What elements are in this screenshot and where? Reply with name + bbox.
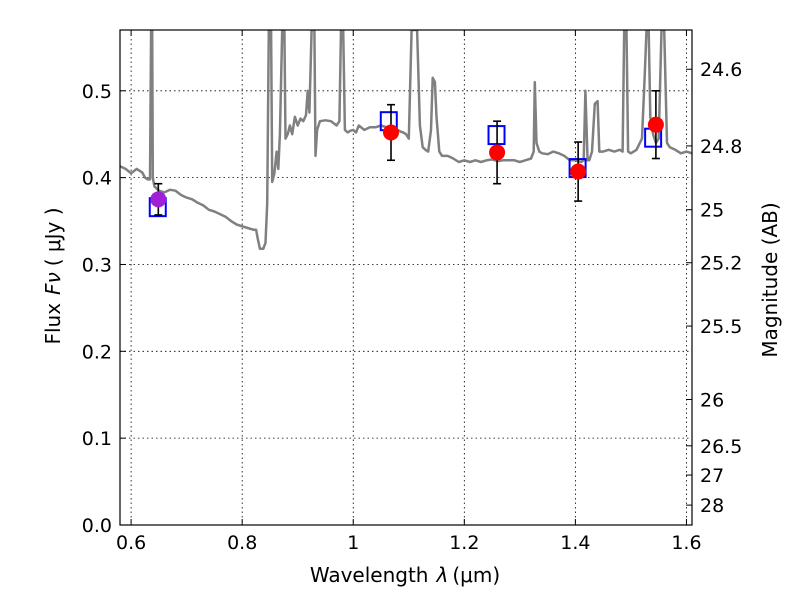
mag-tick-label: 26.5 [700,436,742,458]
mag-tick-label: 25.2 [700,253,742,275]
y-axis-label: FluxFν( μJy ) [41,207,65,344]
y-tick-label: 0.5 [82,81,112,103]
model-spectrum-line [120,30,692,251]
observed-flux-point [489,144,506,161]
plot-frame [119,29,693,526]
y-tick-label: 0.1 [82,428,112,450]
mag-tick-label: 24.6 [700,59,742,81]
mag-tick-label: 24.8 [700,136,742,158]
model-spectrum-layer [120,30,692,251]
y2-axis-label: Magnitude (AB) [758,202,782,357]
observed-flux-point [383,124,400,141]
mag-tick-label: 27 [700,465,724,487]
mag-tick-label: 25 [700,200,724,222]
observed-flux-point [570,163,587,180]
x-tick-label: 1.4 [560,532,590,554]
x-tick-label: 1.6 [671,532,701,554]
y-tick-label: 0.4 [82,168,112,190]
y-tick-label: 0.3 [82,254,112,276]
observed-points-layer [150,89,664,216]
mag-tick-label: 26 [700,389,724,411]
x-axis-label: Wavelength λ (μm) [310,563,500,587]
y-tick-label: 0.0 [82,515,112,537]
observed-flux-point [150,191,167,208]
x-tick-label: 1.2 [449,532,479,554]
mag-tick-label: 25.5 [700,316,742,338]
mag-tick-label: 28 [700,495,724,517]
x-tick-label: 1 [347,532,359,554]
axis-ticks: 0.6 0.8 1 1.2 1.4 1.6 0.0 0.1 0.2 0.3 0.4 0.5 24.6 24… [82,30,742,554]
grid [120,30,692,526]
x-tick-label: 0.6 [116,532,146,554]
y-tick-label: 0.2 [82,341,112,363]
x-tick-label: 0.8 [227,532,257,554]
observed-flux-point [647,116,664,133]
